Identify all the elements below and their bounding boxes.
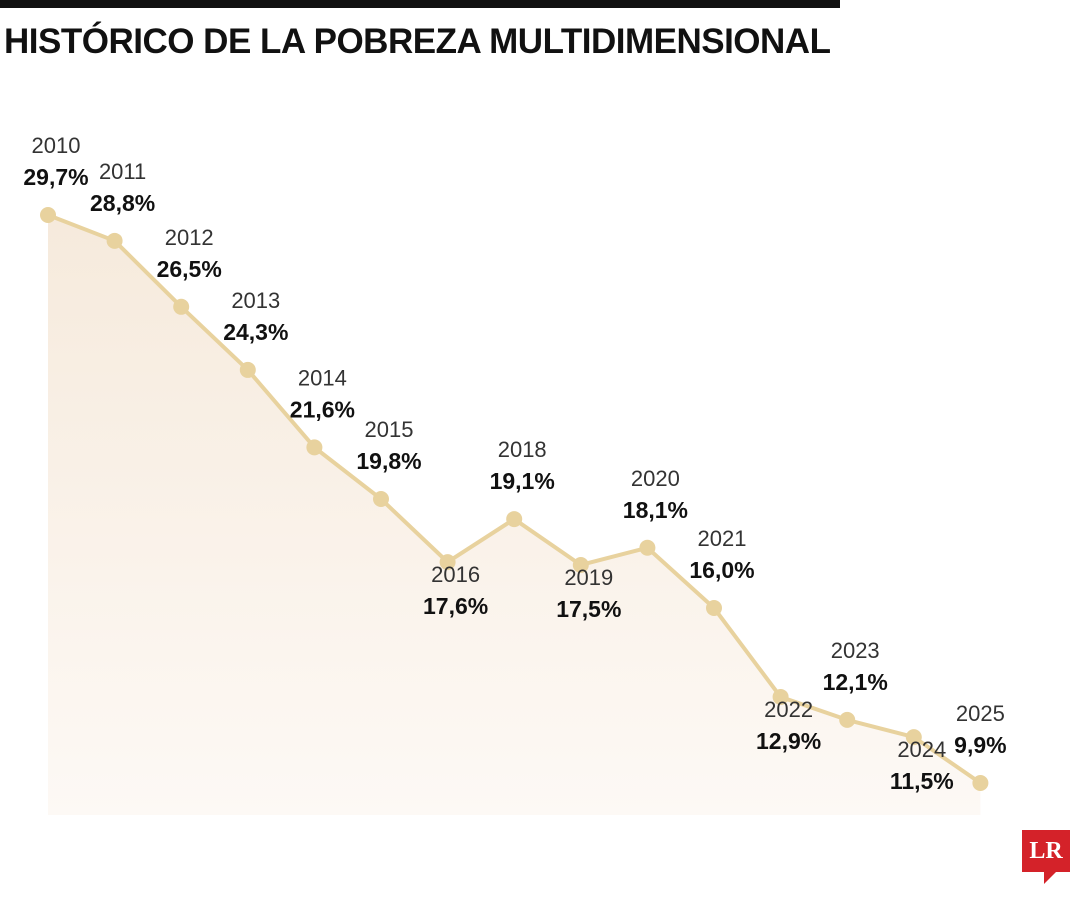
data-point-2013	[239, 361, 256, 378]
year-label-2011: 2011	[99, 159, 146, 184]
year-label-2025: 2025	[956, 701, 1005, 726]
value-label-2022: 12,9%	[756, 728, 821, 754]
data-point-2023	[839, 711, 856, 728]
value-label-2018: 19,1%	[490, 468, 555, 494]
area-fill	[48, 215, 981, 815]
value-label-2010: 29,7%	[23, 164, 88, 190]
value-label-2025: 9,9%	[954, 732, 1006, 758]
data-point-2019	[572, 556, 589, 573]
data-point-2018	[506, 511, 523, 528]
year-label-2021: 2021	[698, 526, 747, 551]
year-label-2023: 2023	[831, 638, 880, 663]
value-label-2013: 24,3%	[223, 319, 288, 345]
logo-text: LR	[1029, 837, 1063, 864]
year-label-2024: 2024	[897, 737, 946, 762]
value-label-2024: 11,5%	[890, 768, 954, 794]
year-label-2013: 2013	[231, 288, 280, 313]
data-point-2020	[639, 539, 656, 556]
chart-title: HISTÓRICO DE LA POBREZA MULTIDIMENSIONAL	[4, 22, 831, 61]
year-label-2010: 2010	[32, 133, 81, 158]
year-label-2018: 2018	[498, 437, 547, 462]
value-label-2011: 28,8%	[90, 190, 155, 216]
year-label-2019: 2019	[564, 565, 613, 590]
value-label-2023: 12,1%	[823, 669, 888, 695]
year-label-2022: 2022	[764, 697, 813, 722]
data-point-2015	[373, 491, 389, 507]
logo-tail	[1044, 872, 1056, 884]
data-point-2012	[173, 298, 190, 315]
data-point-2022	[772, 688, 789, 705]
data-point-2021	[706, 600, 722, 617]
data-point-2014	[306, 439, 323, 456]
value-label-2015: 19,8%	[356, 448, 421, 474]
data-point-2024	[905, 729, 922, 746]
year-label-2020: 2020	[631, 466, 680, 491]
logo-box: LR	[1022, 830, 1070, 872]
value-label-2016: 17,6%	[423, 593, 488, 619]
year-label-2016: 2016	[431, 562, 480, 587]
data-point-2025	[972, 775, 989, 791]
value-label-2014: 21,6%	[290, 396, 355, 422]
year-label-2012: 2012	[165, 225, 214, 250]
value-label-2019: 17,5%	[556, 596, 621, 622]
value-label-2012: 26,5%	[157, 256, 222, 282]
lr-logo: LR	[1022, 830, 1070, 884]
data-point-2016	[439, 554, 456, 571]
data-point-2010	[40, 207, 56, 223]
year-label-2015: 2015	[365, 417, 414, 442]
value-label-2020: 18,1%	[623, 497, 688, 523]
year-label-2014: 2014	[298, 365, 347, 390]
data-point-2011	[106, 232, 123, 249]
top-rule	[0, 0, 840, 8]
value-label-2021: 16,0%	[689, 557, 754, 583]
